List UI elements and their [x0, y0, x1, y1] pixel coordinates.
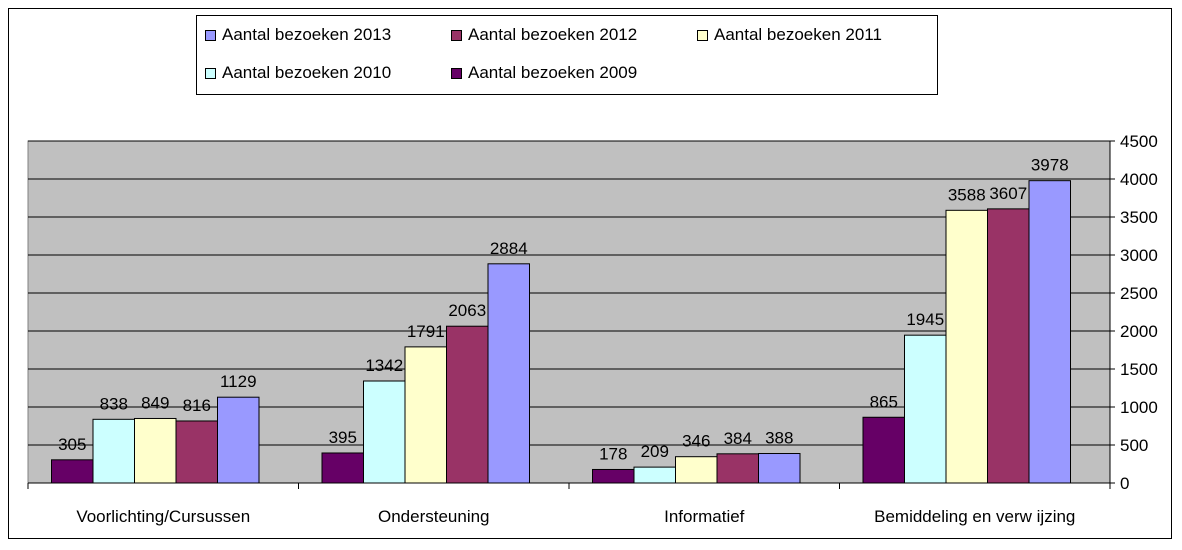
x-tick-label: Informatief: [664, 507, 745, 526]
legend-label-2012: Aantal bezoeken 2012: [468, 25, 638, 44]
legend-swatch-2013: [205, 29, 216, 41]
x-tick-label: Bemiddeling en verw ijzing: [874, 507, 1075, 526]
legend-label-2009: Aantal bezoeken 2009: [468, 63, 638, 82]
y-tick-label: 2500: [1120, 284, 1158, 303]
y-tick-label: 0: [1120, 474, 1129, 493]
legend-label-2010: Aantal bezoeken 2010: [222, 63, 392, 82]
data-label: 816: [183, 396, 211, 415]
y-tick-label: 4500: [1120, 132, 1158, 151]
bar: [134, 417, 177, 484]
data-label: 346: [682, 432, 710, 451]
data-label: 1945: [906, 310, 944, 329]
y-tick-label: 3500: [1120, 208, 1158, 227]
bar: [217, 396, 260, 484]
y-tick-label: 4000: [1120, 170, 1158, 189]
data-label: 388: [765, 429, 793, 448]
data-label: 3607: [989, 184, 1027, 203]
x-tick-label: Ondersteuning: [378, 507, 490, 526]
data-label: 2063: [448, 301, 486, 320]
y-tick-label: 3000: [1120, 246, 1158, 265]
legend-swatch-2009: [451, 67, 462, 79]
bar: [904, 334, 947, 484]
bar: [633, 466, 676, 484]
data-label: 849: [141, 393, 169, 412]
bar: [1028, 180, 1071, 484]
data-label: 384: [724, 429, 752, 448]
data-label: 865: [870, 392, 898, 411]
legend-swatch-2010: [205, 67, 216, 79]
data-label: 178: [599, 444, 627, 463]
legend-item-2010: Aantal bezoeken 2010: [205, 62, 391, 84]
y-tick-label: 500: [1120, 436, 1148, 455]
legend-label-2011: Aantal bezoeken 2011: [714, 25, 882, 44]
bar: [321, 452, 364, 484]
data-label: 395: [329, 428, 357, 447]
x-tick-label: Voorlichting/Cursussen: [76, 507, 250, 526]
legend-item-2013: Aantal bezoeken 2013: [205, 24, 391, 46]
data-label: 838: [100, 394, 128, 413]
data-label: 209: [641, 442, 669, 461]
data-label: 3588: [948, 185, 986, 204]
data-label: 305: [58, 435, 86, 454]
bar: [363, 380, 406, 484]
legend-item-2009: Aantal bezoeken 2009: [451, 62, 637, 84]
bar: [51, 459, 94, 484]
data-label: 2884: [490, 239, 528, 258]
bar: [446, 325, 489, 484]
legend-swatch-2011: [697, 29, 708, 41]
bar: [862, 416, 905, 484]
legend-label-2013: Aantal bezoeken 2013: [222, 25, 392, 44]
legend-item-2012: Aantal bezoeken 2012: [451, 24, 637, 46]
legend-item-2011: Aantal bezoeken 2011: [697, 24, 882, 46]
data-label: 1791: [407, 322, 445, 341]
data-label: 3978: [1031, 156, 1069, 175]
legend-swatch-2012: [451, 29, 462, 41]
bar: [92, 418, 135, 484]
bar: [758, 453, 801, 484]
bar: [404, 346, 447, 484]
chart-legend: Aantal bezoeken 2013 Aantal bezoeken 201…: [196, 15, 938, 95]
bar: [487, 263, 530, 484]
data-label: 1129: [220, 372, 257, 391]
data-label: 1342: [365, 356, 403, 375]
y-tick-label: 2000: [1120, 322, 1158, 341]
bar: [675, 456, 718, 484]
y-tick-label: 1500: [1120, 360, 1158, 379]
bar: [592, 468, 635, 484]
bar: [716, 453, 759, 484]
bar: [175, 420, 218, 484]
y-tick-label: 1000: [1120, 398, 1158, 417]
bar: [987, 208, 1030, 484]
bar: [945, 209, 988, 484]
